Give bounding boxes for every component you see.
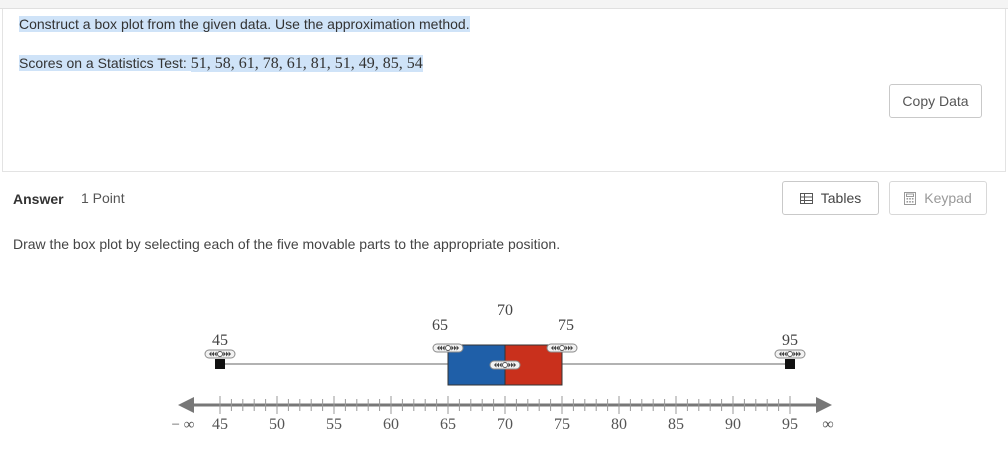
q3-value-label: 75 — [558, 317, 574, 334]
min-value-label: 45 — [212, 332, 228, 349]
tables-label: Tables — [820, 190, 862, 206]
tick-label: 95 — [782, 416, 798, 433]
data-values: 51, 58, 61, 78, 61, 81, 51, 49, 85, 54 — [190, 55, 423, 72]
keypad-label: Keypad — [924, 190, 972, 206]
drag-arrows-icon — [209, 351, 231, 357]
box-plot-area[interactable]: 45 50 55 60 65 70 75 80 85 90 95 − ∞ ∞ 45 65 70 75 95 — [0, 290, 1008, 450]
tick-label: 60 — [383, 416, 399, 433]
answer-label: Answer — [13, 191, 64, 207]
tick-label: 55 — [326, 416, 342, 433]
axis-right-arrow — [816, 397, 832, 413]
tick-label: 50 — [269, 416, 285, 433]
calculator-icon — [904, 191, 917, 205]
drag-arrows-icon — [551, 345, 573, 351]
data-prefix: Scores on a Statistics Test: — [19, 55, 191, 71]
table-icon — [799, 192, 813, 204]
question-panel: Construct a box plot from the given data… — [2, 9, 1006, 172]
tick-label: 65 — [440, 416, 456, 433]
question-data: Scores on a Statistics Test: 51, 58, 61,… — [19, 53, 423, 74]
tick-label: 70 — [497, 416, 513, 433]
median-value-label: 70 — [497, 302, 513, 319]
tick-label: 80 — [611, 416, 627, 433]
tick-label: 75 — [554, 416, 570, 433]
tick-label: 45 — [212, 416, 228, 433]
drag-arrows-icon — [779, 351, 801, 357]
positive-infinity-label: ∞ — [822, 416, 833, 433]
negative-infinity-label: − ∞ — [172, 417, 195, 433]
answer-instruction: Draw the box plot by selecting each of t… — [13, 236, 561, 252]
top-bar — [0, 0, 1008, 9]
drag-arrows-icon — [494, 362, 516, 368]
axis-left-arrow — [178, 397, 194, 413]
tick-label: 85 — [668, 416, 684, 433]
drag-arrows-icon — [437, 345, 459, 351]
question-instruction: Construct a box plot from the given data… — [19, 16, 470, 32]
copy-data-button[interactable]: Copy Data — [889, 84, 982, 118]
keypad-button[interactable]: Keypad — [889, 181, 987, 215]
points-label: 1 Point — [81, 190, 125, 206]
min-point[interactable] — [215, 359, 225, 369]
max-point[interactable] — [785, 359, 795, 369]
q1-value-label: 65 — [432, 317, 448, 334]
tick-label: 90 — [725, 416, 741, 433]
max-value-label: 95 — [782, 332, 798, 349]
tables-button[interactable]: Tables — [782, 181, 879, 215]
